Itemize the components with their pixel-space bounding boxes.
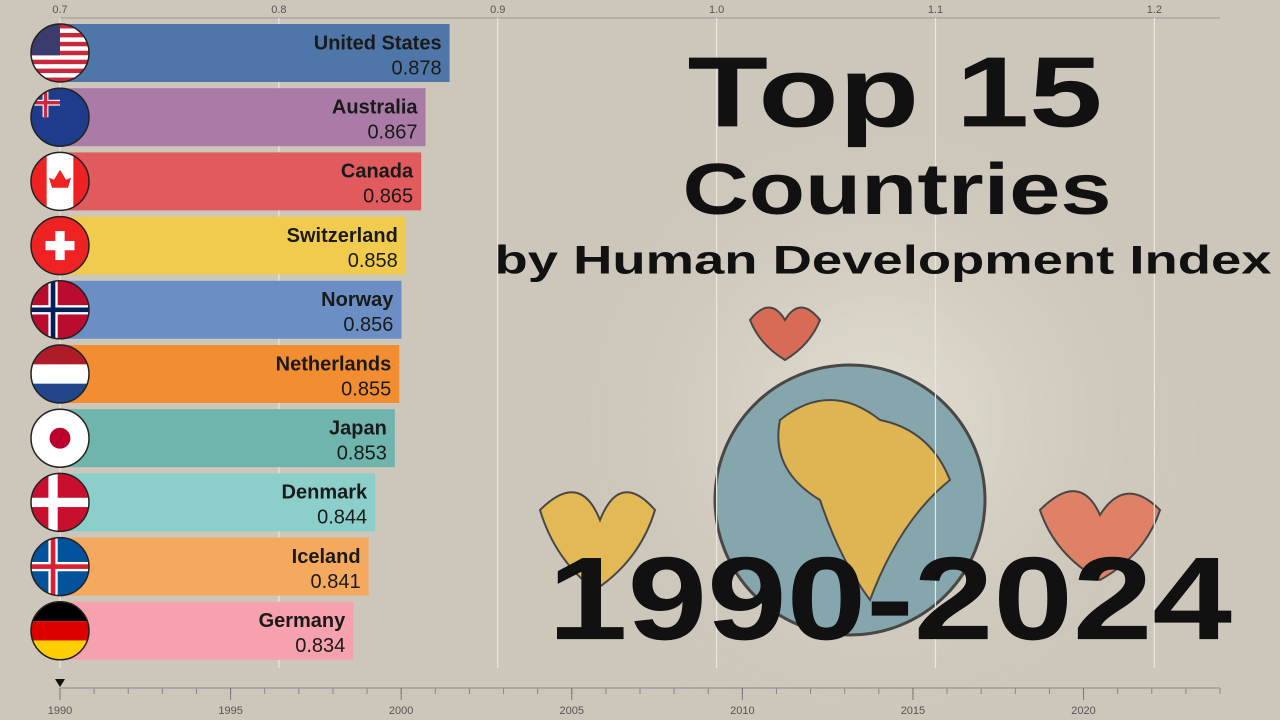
bar-label: Germany <box>259 610 347 632</box>
flag <box>31 24 89 82</box>
flag-part <box>45 240 75 251</box>
bar <box>60 409 395 468</box>
flag-border <box>30 601 90 661</box>
title-line: Top 15 <box>688 36 1103 148</box>
timeline-label: 1995 <box>218 705 242 717</box>
x-tick-label: 0.9 <box>490 4 505 16</box>
flag-part <box>31 307 89 313</box>
title-line: by Human Development Index <box>495 239 1272 283</box>
bar-label: Denmark <box>282 482 368 504</box>
value-label: 0.867 <box>367 121 417 143</box>
flag-part <box>43 88 48 118</box>
bar <box>60 24 450 82</box>
bar-label: United States <box>314 32 442 54</box>
value-label: 0.841 <box>311 571 361 593</box>
bar-label: Netherlands <box>276 353 392 375</box>
bar-label: Australia <box>332 96 418 118</box>
value-label: 0.844 <box>317 507 367 529</box>
flag <box>31 88 89 147</box>
illustration <box>538 90 1210 720</box>
bar <box>60 345 400 403</box>
value-label: 0.878 <box>392 57 442 79</box>
bar <box>60 537 369 596</box>
bar <box>60 152 422 211</box>
flag-border <box>30 344 90 404</box>
x-tick-label: 0.7 <box>52 4 67 16</box>
bar-label: Canada <box>341 161 414 183</box>
flag <box>31 537 89 596</box>
flag-part <box>31 564 89 569</box>
flag-part <box>31 383 89 403</box>
bar <box>60 473 376 532</box>
bar-label: Iceland <box>292 546 361 568</box>
flag-part <box>31 621 89 641</box>
value-label: 0.865 <box>363 186 413 208</box>
bar-label: Japan <box>329 417 387 439</box>
flag-part <box>31 601 89 622</box>
bar <box>60 216 406 275</box>
flag-border <box>30 151 90 212</box>
x-tick-label: 0.8 <box>271 4 286 16</box>
timeline-label: 2020 <box>1071 705 1095 717</box>
x-tick-label: 1.1 <box>928 4 943 16</box>
flag <box>31 345 89 403</box>
value-label: 0.858 <box>348 250 398 272</box>
x-tick-label: 1.2 <box>1147 4 1162 16</box>
flag <box>31 409 89 468</box>
flag <box>31 152 89 211</box>
timeline-label: 2015 <box>901 705 925 717</box>
bar <box>60 280 402 339</box>
flag <box>31 601 89 660</box>
title-line: Countries <box>683 150 1112 230</box>
flag-border <box>30 23 90 83</box>
flag-border <box>30 536 90 597</box>
flag-part <box>31 59 89 65</box>
value-label: 0.856 <box>343 314 393 336</box>
value-label: 0.834 <box>295 635 345 657</box>
flag-part <box>31 345 89 365</box>
timeline-label: 2010 <box>730 705 754 717</box>
flags <box>30 23 90 661</box>
bar-label: Norway <box>321 289 394 311</box>
flag <box>31 473 89 532</box>
bar <box>60 88 426 147</box>
flag-part <box>31 88 89 147</box>
value-label: 0.855 <box>341 378 391 400</box>
flag <box>31 216 89 275</box>
value-label: 0.853 <box>337 442 387 464</box>
timeline-label: 2000 <box>389 705 413 717</box>
period: 1990-2024 <box>548 533 1232 665</box>
bar-label: Switzerland <box>287 225 398 247</box>
flag-part <box>49 427 71 449</box>
flag-border <box>30 215 90 276</box>
flag-part <box>31 77 89 82</box>
flag-border <box>30 408 90 468</box>
flag-part <box>49 169 71 188</box>
timeline-label: 1990 <box>48 705 72 717</box>
flag-border <box>30 280 90 340</box>
flag-part <box>31 640 89 660</box>
flag <box>31 280 89 339</box>
x-tick-label: 1.0 <box>709 4 724 16</box>
flag-part <box>31 68 89 74</box>
timeline-label: 2005 <box>560 705 584 717</box>
flag-border <box>30 472 90 533</box>
flag-border <box>30 87 90 147</box>
flag-part <box>31 497 89 508</box>
timeline-marker <box>55 679 65 687</box>
bar <box>60 601 354 660</box>
bars <box>59 17 1220 668</box>
